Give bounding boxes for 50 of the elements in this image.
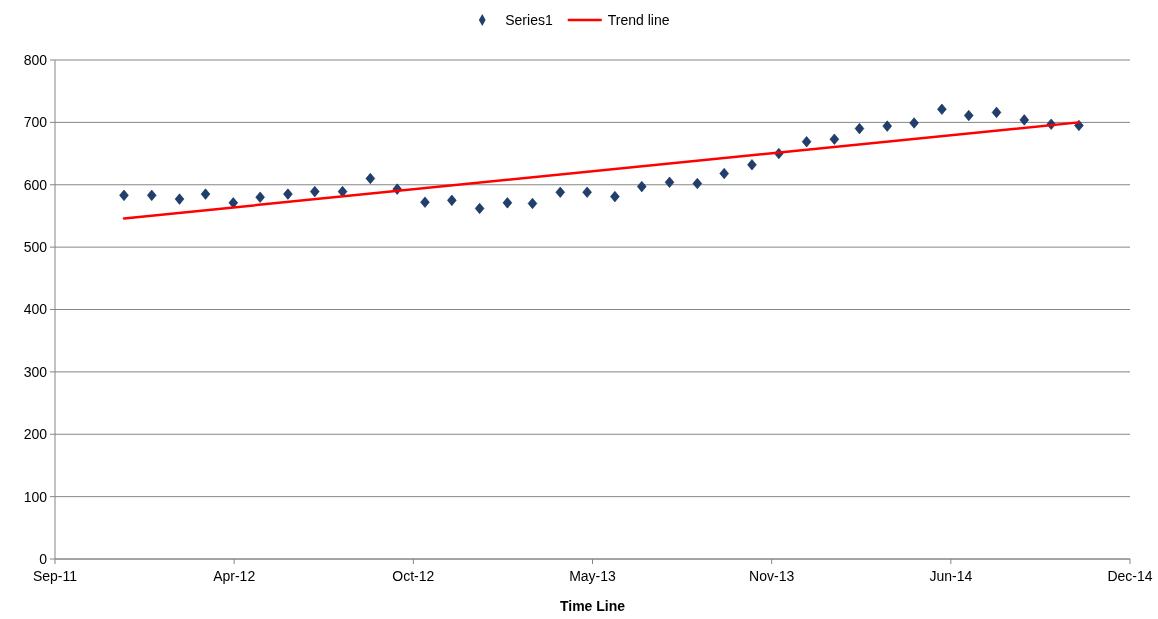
point (582, 186, 592, 198)
point (610, 191, 620, 203)
point (474, 202, 485, 215)
point (527, 197, 538, 210)
point (174, 193, 185, 205)
point (964, 109, 974, 122)
point (555, 186, 565, 198)
point (420, 196, 430, 208)
point (447, 194, 457, 206)
point (719, 167, 729, 180)
x-tick-label: Apr-12 (213, 568, 256, 584)
point (1019, 114, 1029, 126)
point (200, 188, 211, 200)
x-axis-title: Time Line (559, 598, 626, 614)
point (228, 197, 238, 209)
x-tick-label: Oct-12 (392, 568, 435, 584)
point (502, 197, 513, 209)
point (692, 177, 702, 190)
y-tick-label: 800 (23, 51, 48, 68)
point (255, 191, 265, 203)
point (991, 106, 1002, 118)
point (365, 172, 376, 185)
point (829, 133, 840, 145)
point (937, 103, 947, 115)
point (909, 117, 919, 129)
x-tick-label: Nov-13 (749, 568, 795, 584)
point (310, 186, 320, 198)
point (147, 189, 157, 201)
y-tick-label: 600 (23, 176, 48, 193)
point (854, 123, 865, 135)
point (664, 176, 675, 188)
y-tick-label: 700 (23, 114, 48, 131)
point (747, 159, 757, 171)
x-tick-label: May-13 (569, 568, 617, 584)
legend-label: Series1 (505, 11, 553, 28)
x-tick-label: Dec-14 (1107, 568, 1153, 584)
y-tick-label: 100 (23, 488, 48, 505)
point (637, 181, 647, 193)
x-tick-label: Sep-11 (32, 568, 78, 584)
y-tick-label: 200 (23, 426, 48, 443)
y-tick-label: 0 (39, 550, 48, 567)
y-tick-label: 400 (23, 301, 48, 318)
x-tick-label: Jun-14 (929, 568, 973, 584)
point (119, 189, 129, 201)
point (801, 136, 812, 148)
legend-label: Trend line (607, 11, 670, 28)
y-tick-label: 500 (23, 239, 48, 256)
point (283, 188, 293, 200)
point (882, 120, 892, 132)
y-tick-label: 300 (23, 363, 48, 380)
